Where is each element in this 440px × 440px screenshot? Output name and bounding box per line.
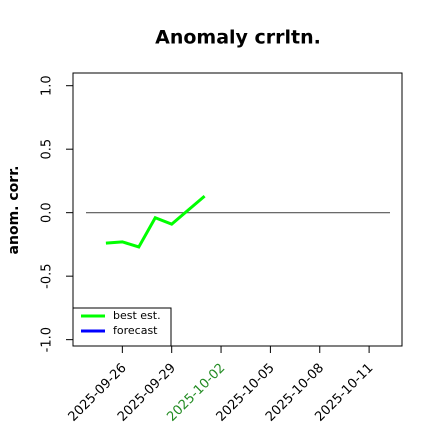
y-tick-label: -0.5 — [40, 263, 55, 288]
legend-label: best est. — [113, 309, 161, 322]
legend-label: forecast — [113, 324, 158, 337]
y-tick-label: 1.0 — [40, 75, 55, 96]
y-tick-label: 0.5 — [40, 139, 55, 160]
y-axis-label: anom. corr. — [6, 166, 22, 255]
legend-box — [72, 307, 172, 347]
plot-frame — [72, 72, 403, 347]
y-tick-label: 0.0 — [40, 202, 55, 223]
series-line — [105, 195, 206, 249]
chart-title: Anomaly crrltn. — [155, 27, 321, 49]
y-tick-label: -1.0 — [40, 327, 55, 352]
